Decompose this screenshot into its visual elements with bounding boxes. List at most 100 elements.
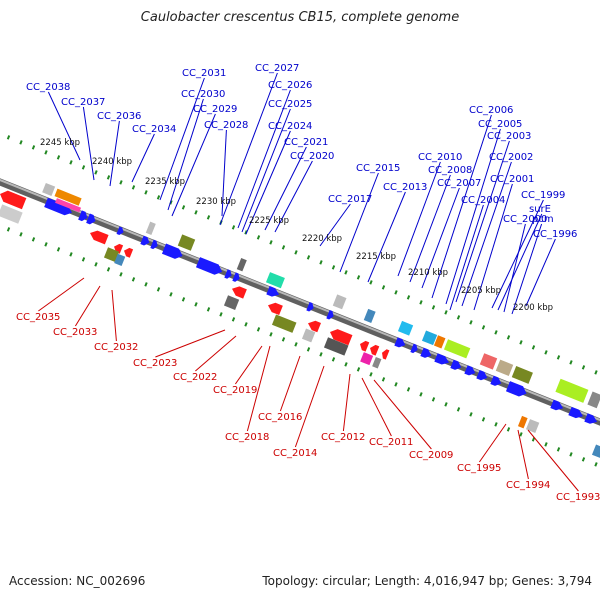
gene-box <box>360 352 374 366</box>
forward-gene <box>584 413 598 424</box>
connector-forward <box>274 160 313 233</box>
gene-label-forward: CC_2015 <box>356 163 400 174</box>
tick-mark-upper <box>181 205 186 210</box>
tick-mark-upper <box>306 255 311 260</box>
forward-gene <box>476 370 488 381</box>
connector-forward <box>167 98 204 211</box>
gene-label-forward: CC_2029 <box>193 104 237 115</box>
tick-mark-lower <box>369 372 373 377</box>
tick-mark-upper <box>556 355 561 360</box>
figure-title: Caulobacter crescentus CB15, complete ge… <box>140 10 460 25</box>
connector-forward <box>511 223 543 315</box>
reverse-gene <box>0 190 27 210</box>
gene-label-forward: CC_2001 <box>490 174 534 185</box>
tick-mark-upper <box>244 230 248 235</box>
tick-mark-upper <box>281 245 286 250</box>
tick-mark-upper <box>431 305 436 310</box>
reverse-gene <box>382 349 390 360</box>
gene-box <box>525 419 540 434</box>
tick-mark-lower <box>494 422 498 427</box>
tick-mark-upper <box>481 325 486 330</box>
connector-forward <box>339 172 379 273</box>
gene-box <box>323 337 349 356</box>
gene-box <box>177 234 196 251</box>
tick-mark-upper <box>494 330 498 335</box>
gene-label-reverse: CC_2009 <box>409 450 453 461</box>
tick-mark-lower <box>319 352 323 357</box>
tick-mark-lower <box>69 252 73 257</box>
forward-gene <box>464 365 476 376</box>
connector-forward <box>264 146 307 231</box>
tick-mark-upper <box>381 285 386 290</box>
gene-label-reverse: CC_2018 <box>225 432 269 443</box>
gene-box <box>587 391 600 409</box>
gene-label-forward: CC_1996 <box>533 229 577 240</box>
gene-label-forward: surE <box>529 204 551 215</box>
gene-label-forward: CC_2037 <box>61 97 105 108</box>
gene-label-forward: CC_2006 <box>469 105 513 116</box>
forward-gene <box>434 353 449 365</box>
connector-reverse <box>38 277 85 312</box>
gene-label-forward: CC_2028 <box>204 120 248 131</box>
tick-mark-lower <box>44 242 48 247</box>
connector-forward <box>503 223 526 313</box>
connector-forward <box>319 203 351 247</box>
tick-mark-upper <box>6 135 11 140</box>
gene-box <box>397 320 414 336</box>
gene-box <box>271 314 297 333</box>
tick-mark-upper <box>344 270 348 275</box>
gene-label-forward: CC_2004 <box>461 195 505 206</box>
tick-mark-upper <box>356 275 361 280</box>
tick-mark-lower <box>131 277 136 282</box>
tick-mark-lower <box>144 282 148 287</box>
tick-mark-lower <box>94 262 98 267</box>
tick-mark-lower <box>294 342 298 347</box>
tick-mark-lower <box>106 267 111 272</box>
tick-mark-upper <box>119 180 123 185</box>
tick-mark-lower <box>594 462 598 467</box>
gene-label-reverse: CC_2032 <box>94 342 138 353</box>
tick-mark-upper <box>231 225 236 230</box>
connector-reverse <box>279 355 301 412</box>
tick-mark-lower <box>544 442 548 447</box>
forward-gene <box>232 272 240 282</box>
gene-box <box>265 272 285 289</box>
kbp-label: 2215 kbp <box>356 252 396 262</box>
forward-gene <box>116 226 124 236</box>
tick-mark-lower <box>381 377 386 382</box>
tick-mark-upper <box>319 260 323 265</box>
gene-box <box>517 415 528 429</box>
tick-mark-lower <box>356 367 361 372</box>
kbp-label: 2240 kbp <box>92 157 132 167</box>
label-connectors <box>38 72 579 492</box>
gene-label-forward: CC_2024 <box>268 121 312 132</box>
tick-mark-lower <box>419 392 423 397</box>
tick-mark-upper <box>331 265 336 270</box>
reverse-gene <box>268 302 283 316</box>
tick-mark-upper <box>394 290 398 295</box>
connector-forward <box>431 114 492 299</box>
tick-mark-lower <box>194 302 198 307</box>
connector-reverse <box>195 335 237 372</box>
forward-gene <box>44 197 72 216</box>
reverse-gene <box>308 320 321 333</box>
gene-label-reverse: CC_2023 <box>133 358 177 369</box>
gene-label-forward: CC_2026 <box>268 80 312 91</box>
connector-forward <box>409 174 451 283</box>
tick-mark-lower <box>281 337 286 342</box>
tick-mark-lower <box>331 357 336 362</box>
tick-mark-lower <box>156 287 161 292</box>
connector-reverse <box>234 345 263 385</box>
tick-mark-lower <box>181 297 186 302</box>
forward-gene <box>568 406 583 419</box>
tick-mark-upper <box>506 335 511 340</box>
connector-forward <box>525 238 556 307</box>
forward-gene <box>505 381 527 397</box>
tick-mark-upper <box>406 295 411 300</box>
accession-text: Accession: NC_002696 <box>9 574 146 588</box>
tick-mark-lower <box>469 412 473 417</box>
tick-mark-upper <box>269 240 273 245</box>
gene-box <box>55 198 82 213</box>
connector-reverse <box>74 285 101 327</box>
